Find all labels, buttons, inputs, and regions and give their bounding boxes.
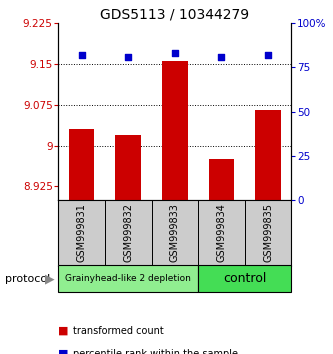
Text: ■: ■ bbox=[58, 349, 69, 354]
Text: GSM999832: GSM999832 bbox=[123, 203, 133, 262]
Text: GSM999835: GSM999835 bbox=[263, 203, 273, 262]
Text: ■: ■ bbox=[58, 326, 69, 336]
Point bbox=[126, 54, 131, 59]
Text: control: control bbox=[223, 272, 266, 285]
Bar bbox=[152, 200, 198, 266]
Bar bbox=[105, 200, 152, 266]
Bar bbox=[255, 110, 281, 200]
Text: GSM999834: GSM999834 bbox=[216, 203, 226, 262]
Bar bbox=[245, 200, 291, 266]
Point bbox=[219, 54, 224, 59]
Bar bbox=[116, 135, 141, 200]
Text: percentile rank within the sample: percentile rank within the sample bbox=[73, 349, 238, 354]
Point bbox=[172, 50, 177, 56]
Bar bbox=[198, 266, 291, 292]
Point bbox=[79, 52, 84, 58]
Bar bbox=[58, 200, 105, 266]
Text: GSM999833: GSM999833 bbox=[170, 203, 180, 262]
Point bbox=[265, 52, 271, 58]
Text: ▶: ▶ bbox=[45, 272, 55, 285]
Bar bbox=[208, 159, 234, 200]
Text: GSM999831: GSM999831 bbox=[77, 203, 87, 262]
Text: protocol: protocol bbox=[5, 274, 50, 284]
Title: GDS5113 / 10344279: GDS5113 / 10344279 bbox=[100, 8, 249, 22]
Text: transformed count: transformed count bbox=[73, 326, 164, 336]
Bar bbox=[162, 61, 188, 200]
Text: Grainyhead-like 2 depletion: Grainyhead-like 2 depletion bbox=[65, 274, 191, 283]
Bar bbox=[58, 266, 198, 292]
Bar bbox=[198, 200, 245, 266]
Bar bbox=[69, 129, 95, 200]
